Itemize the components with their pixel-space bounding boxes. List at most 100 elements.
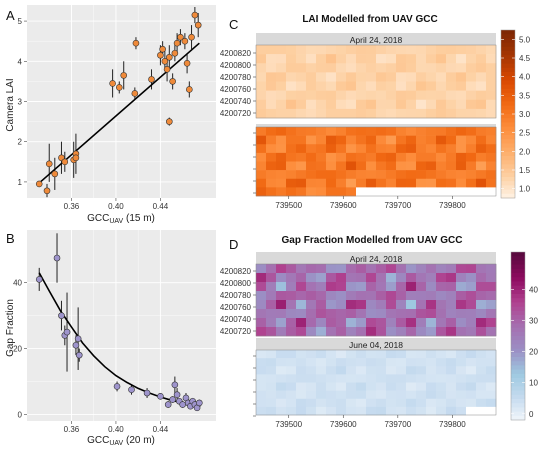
heatmap-cell — [476, 382, 487, 391]
heatmap-cell — [386, 309, 397, 319]
heatmap-cell — [476, 144, 487, 154]
heatmap-cell — [466, 398, 477, 408]
heatmap-cell — [326, 366, 337, 375]
heatmap-cell — [416, 45, 427, 55]
legend-color-step — [501, 97, 515, 102]
heatmap-cell — [326, 309, 337, 319]
legend-tick-label: 0 — [529, 410, 534, 419]
heatmap-cell — [346, 152, 357, 162]
heatmap-cell — [306, 135, 317, 145]
heatmap-cell — [396, 90, 407, 101]
heatmap-cell — [386, 398, 397, 408]
heatmap-cell — [376, 152, 387, 162]
heatmap-cell — [486, 144, 497, 154]
legend-color-step — [501, 88, 515, 94]
data-point — [58, 312, 65, 319]
heatmap-cell — [386, 273, 397, 283]
panel-a-xlabel-sub: UAV — [109, 218, 123, 225]
heatmap-cell — [316, 291, 327, 301]
x-tick-label: 739600 — [330, 201, 357, 210]
heatmap-cell — [276, 382, 287, 391]
legend-color-step — [511, 294, 525, 299]
heatmap-cell — [466, 170, 477, 180]
data-point — [35, 276, 43, 283]
heatmap-cell — [436, 170, 447, 180]
heatmap-cell — [486, 63, 497, 73]
heatmap-cell — [426, 170, 437, 180]
heatmap-cell — [266, 390, 277, 400]
heatmap-cell — [466, 390, 477, 400]
heatmap-cell — [386, 54, 397, 64]
heatmap-cell — [486, 309, 497, 319]
y-tick-label: 0 — [18, 410, 23, 419]
facet-frame — [255, 44, 497, 119]
heatmap-cell — [336, 264, 347, 274]
heatmap-cell — [266, 90, 277, 101]
heatmap-cell — [306, 144, 317, 154]
heatmap-cell — [376, 161, 387, 171]
heatmap-cell — [396, 273, 407, 283]
heatmap-cell — [266, 135, 277, 145]
heatmap-cell — [386, 382, 397, 391]
legend-color-step — [501, 177, 515, 182]
heatmap-cell — [276, 187, 287, 197]
heatmap-cell — [476, 374, 487, 383]
heatmap-cell — [256, 282, 267, 292]
heatmap-cell — [406, 187, 417, 197]
heatmap-cell — [306, 54, 317, 64]
legend-color-step — [501, 172, 515, 178]
legend-color-step — [511, 411, 525, 417]
heatmap-cell — [266, 273, 277, 283]
heatmap-cell — [346, 350, 357, 359]
heatmap-cell — [286, 390, 297, 400]
legend-color-step — [511, 273, 525, 278]
legend-frame — [510, 251, 526, 421]
heatmap-cell — [306, 390, 317, 400]
heatmap-cell — [376, 390, 387, 400]
panel-d-title: Gap Fraction Modelled from UAV GCC — [282, 235, 463, 246]
heatmap-cell — [256, 135, 267, 145]
heatmap-cell — [426, 366, 437, 375]
heatmap-cell — [486, 398, 497, 408]
heatmap-cell — [356, 291, 367, 301]
heatmap-cell — [426, 374, 437, 383]
heatmap-cell — [306, 366, 317, 375]
heatmap-cell — [466, 327, 477, 337]
heatmap-cell — [466, 366, 477, 375]
heatmap-cell — [356, 63, 367, 73]
heatmap-cell — [306, 108, 317, 119]
heatmap-cell — [326, 358, 337, 367]
heatmap-cell — [346, 99, 357, 110]
heatmap-cell — [386, 282, 397, 292]
y-tick-label: 4 — [18, 57, 23, 66]
heatmap-cell — [336, 178, 347, 188]
data-point — [191, 11, 199, 19]
heatmap-cell — [456, 178, 467, 188]
heatmap-cell — [296, 374, 307, 383]
heatmap-cell — [376, 170, 387, 180]
heatmap-cell — [356, 366, 367, 375]
heatmap-cell — [426, 273, 437, 283]
heatmap-cell — [416, 99, 427, 110]
data-point — [179, 401, 186, 408]
heatmap-cell — [266, 374, 277, 383]
heatmap-cell — [416, 170, 427, 180]
heatmap-cell — [376, 291, 387, 301]
heatmap-cell — [426, 350, 437, 359]
heatmap-cell — [456, 282, 467, 292]
heatmap-cell — [366, 374, 377, 383]
heatmap-cell — [406, 318, 417, 328]
heatmap-cell — [326, 398, 337, 408]
data-point — [171, 381, 179, 389]
heatmap-cell — [476, 309, 487, 319]
data-point — [166, 53, 173, 61]
legend-color-step — [501, 193, 515, 199]
heatmap-cell — [336, 81, 347, 91]
data-point — [131, 90, 139, 97]
data-point — [128, 386, 135, 394]
heatmap-cell — [466, 63, 477, 73]
heatmap-cell — [446, 90, 457, 101]
data-point — [169, 396, 176, 403]
heatmap-cell — [316, 45, 327, 55]
